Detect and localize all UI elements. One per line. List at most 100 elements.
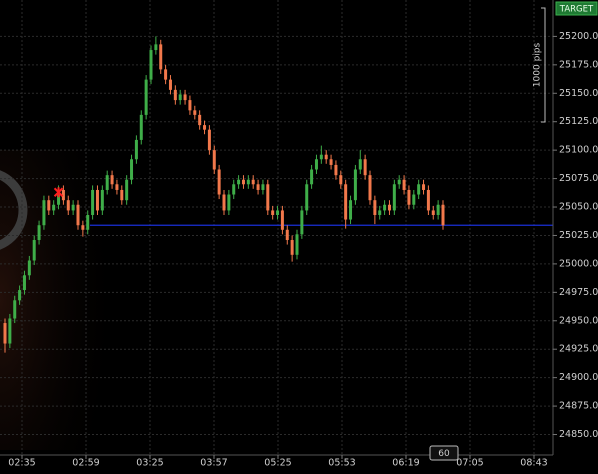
candle-body	[183, 94, 187, 101]
y-tick-label: 25125.0	[559, 116, 598, 127]
candle-body	[3, 323, 7, 344]
candle-body	[154, 44, 158, 51]
candle-body	[276, 210, 280, 215]
y-tick-label: 25025.0	[559, 230, 598, 241]
x-tick-label: 02:59	[72, 458, 99, 469]
y-tick-label: 24925.0	[559, 344, 598, 355]
candle-body	[168, 79, 172, 90]
candle-body	[334, 164, 338, 176]
x-tick-label: 07:05	[456, 458, 483, 469]
candle-body	[431, 210, 435, 215]
trade-marker	[53, 187, 64, 198]
candle-body	[66, 200, 70, 211]
candle-body	[27, 260, 31, 276]
candle-body	[349, 200, 353, 220]
candle-body	[164, 69, 168, 80]
candle-body	[353, 169, 357, 201]
candle-body	[212, 150, 216, 170]
x-tick-label: 08:43	[520, 458, 547, 469]
candle-body	[305, 184, 309, 211]
y-tick-label: 25075.0	[559, 173, 598, 184]
candle-body	[422, 184, 426, 190]
candle-body	[159, 44, 163, 70]
target-label: TARGET	[559, 5, 594, 15]
candle-body	[266, 184, 270, 211]
target-box	[555, 1, 598, 16]
candle-body	[134, 139, 138, 160]
candle-body	[314, 159, 318, 170]
y-tick-label: 24850.0	[559, 429, 598, 440]
x-axis: 02:35 02:59 03:25 03:57 05:25 05:53 06:19 07:05…	[8, 455, 548, 469]
period-label: 60	[438, 449, 450, 459]
candle-body	[324, 154, 328, 160]
y-tick-label: 25175.0	[559, 59, 598, 70]
candle-body	[441, 204, 445, 226]
candle-body	[193, 110, 197, 115]
candle-body	[125, 179, 129, 201]
candle-body	[237, 179, 241, 185]
candle-body	[37, 225, 41, 241]
candle-body	[139, 114, 143, 140]
candle-body	[149, 50, 153, 80]
candle-body	[246, 179, 250, 185]
candle-body	[222, 194, 226, 211]
candle-body	[426, 189, 430, 211]
candle-body	[383, 204, 387, 211]
candle-body	[22, 275, 26, 291]
candle-body	[387, 204, 391, 211]
y-tick-label: 25200.0	[559, 31, 598, 42]
x-tick-label: 05:53	[328, 458, 355, 469]
candle-body	[261, 184, 265, 190]
grid	[0, 0, 553, 455]
candle-body	[251, 179, 255, 185]
candle-body	[57, 189, 61, 205]
candle-body	[76, 204, 80, 226]
candle-body	[344, 184, 348, 220]
candle-body	[95, 189, 99, 211]
candle-body	[120, 189, 124, 201]
candle-body	[271, 210, 275, 215]
candle-body	[300, 210, 304, 235]
range-label: 1000 pips	[533, 43, 543, 88]
candle-body	[144, 79, 148, 115]
candle-body	[310, 169, 314, 185]
candle-body	[256, 184, 260, 190]
candle-body	[61, 189, 65, 201]
candle-body	[358, 159, 362, 170]
candle-body	[18, 290, 22, 301]
y-tick-label: 24900.0	[559, 372, 598, 383]
candle-body	[417, 184, 421, 195]
candle-body	[86, 214, 90, 230]
candle-body	[100, 189, 104, 211]
x-tick-label: 05:25	[264, 458, 291, 469]
candle-body	[42, 200, 46, 226]
candle-body	[178, 94, 182, 101]
candle-body	[402, 179, 406, 190]
x-tick-label: 03:57	[200, 458, 227, 469]
y-tick-label: 25100.0	[559, 145, 598, 156]
candle-body	[81, 225, 85, 230]
candle-body	[363, 159, 367, 176]
candle-body	[339, 175, 343, 185]
candle-body	[32, 240, 36, 261]
candle-body	[188, 100, 192, 111]
candle-body	[52, 204, 56, 211]
y-axis: 24850.0 24875.0 24900.0 24925.0 24950.0 24975…	[553, 31, 598, 440]
candle-body	[13, 300, 17, 319]
candle-body	[241, 179, 245, 185]
candle-body	[110, 175, 114, 185]
period-box	[429, 445, 459, 461]
candle-body	[8, 318, 12, 344]
candle-body	[329, 159, 333, 165]
candle-body	[436, 204, 440, 215]
candle-body	[232, 184, 236, 195]
candle-body	[198, 114, 202, 126]
candle-body	[130, 159, 134, 180]
candle-body	[115, 184, 119, 190]
candle-body	[295, 234, 299, 255]
candle-body	[91, 189, 95, 215]
x-tick-label: 02:35	[8, 458, 35, 469]
y-tick-label: 25150.0	[559, 88, 598, 99]
